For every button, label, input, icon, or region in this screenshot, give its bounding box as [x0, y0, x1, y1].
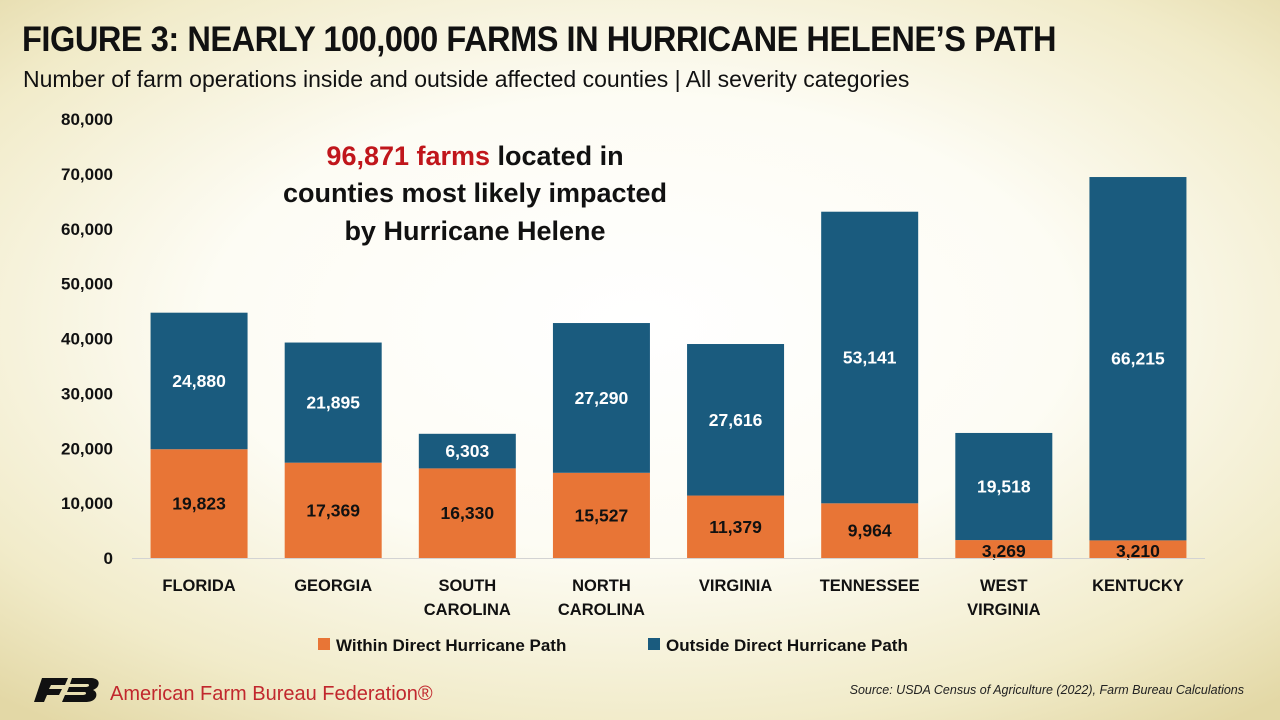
data-label-within: 19,823 — [172, 494, 226, 514]
data-label-within: 11,379 — [709, 517, 762, 537]
bar-within — [150, 449, 248, 558]
bar-outside — [1089, 177, 1187, 541]
x-category-label: VIRGINIA — [699, 577, 772, 595]
bar-within — [955, 540, 1053, 558]
y-tick-label: 40,000 — [61, 330, 113, 349]
data-label-outside: 27,290 — [575, 388, 629, 408]
data-label-within: 15,527 — [575, 505, 629, 525]
legend: Within Direct Hurricane Path Outside Dire… — [318, 636, 908, 655]
y-tick-label: 20,000 — [61, 439, 113, 458]
data-label-outside: 53,141 — [843, 348, 897, 368]
y-tick-label: 70,000 — [61, 165, 113, 184]
bar-within — [284, 462, 382, 558]
legend-label-outside: Outside Direct Hurricane Path — [666, 636, 908, 655]
bar-outside — [418, 433, 516, 469]
x-category-label: TENNESSEE — [820, 577, 920, 595]
organization-name: American Farm Bureau Federation® — [110, 683, 433, 705]
chart-subtitle: Number of farm operations inside and out… — [23, 66, 910, 92]
x-axis: FLORIDA GEORGIA SOUTH CAROLINA NORTH CAROLINA… — [132, 558, 1205, 619]
y-tick-label: 80,000 — [61, 110, 113, 129]
data-label-outside: 66,215 — [1111, 349, 1165, 369]
bar-within — [418, 468, 516, 558]
y-axis: 0 10,000 20,000 30,000 40,000 50,000 60,000 70,… — [61, 110, 113, 568]
x-category-label: CAROLINA — [558, 601, 645, 619]
data-label-outside: 19,518 — [977, 477, 1031, 497]
x-category-label: SOUTH — [438, 577, 496, 595]
afbf-logo-icon — [34, 678, 99, 702]
data-label-outside: 6,303 — [445, 441, 489, 461]
annotation-line-2: counties most likely impacted — [283, 178, 667, 208]
x-category-label: KENTUCKY — [1092, 577, 1184, 595]
y-tick-label: 50,000 — [61, 275, 113, 294]
bar-outside — [150, 312, 248, 450]
bar-outside — [284, 342, 382, 463]
annotation-highlight: 96,871 farms — [326, 141, 490, 171]
annotation-line-1: 96,871 farms located in — [326, 141, 623, 171]
bar-within — [1089, 540, 1187, 558]
data-label-within: 3,210 — [1116, 541, 1160, 561]
bar-outside — [821, 211, 919, 504]
y-tick-label: 10,000 — [61, 494, 113, 513]
bar-within — [821, 503, 919, 558]
x-category-label: CAROLINA — [424, 601, 511, 619]
bars: 19,823 24,880 17,369 21,895 16,330 6,303 15,52… — [150, 177, 1187, 561]
legend-label-within: Within Direct Hurricane Path — [336, 636, 566, 655]
legend-swatch-outside — [648, 638, 660, 650]
bar-outside — [955, 432, 1053, 541]
annotation-line-1-rest: located in — [490, 141, 624, 171]
data-label-outside: 24,880 — [172, 371, 226, 391]
x-category-label: WEST — [980, 577, 1028, 595]
bar-outside — [687, 344, 785, 496]
data-label-outside: 21,895 — [306, 393, 360, 413]
legend-swatch-within — [318, 638, 330, 650]
bar-within — [552, 472, 650, 558]
y-tick-label: 0 — [104, 549, 113, 568]
source-note: Source: USDA Census of Agriculture (2022… — [849, 683, 1244, 697]
data-label-within: 17,369 — [306, 500, 360, 520]
x-category-label: GEORGIA — [294, 577, 372, 595]
chart-title: FIGURE 3: NEARLY 100,000 FARMS IN HURRIC… — [22, 20, 1057, 59]
y-tick-label: 30,000 — [61, 384, 113, 403]
annotation-line-3: by Hurricane Helene — [344, 216, 605, 246]
data-label-within: 16,330 — [441, 503, 495, 523]
data-label-within: 9,964 — [848, 521, 892, 541]
x-category-label: FLORIDA — [162, 577, 235, 595]
data-label-outside: 27,616 — [709, 410, 763, 430]
x-category-label: NORTH — [572, 577, 631, 595]
bar-outside — [552, 323, 650, 473]
x-category-label: VIRGINIA — [967, 601, 1040, 619]
y-tick-label: 60,000 — [61, 220, 113, 239]
bar-within — [687, 495, 785, 558]
data-label-within: 3,269 — [982, 541, 1026, 561]
